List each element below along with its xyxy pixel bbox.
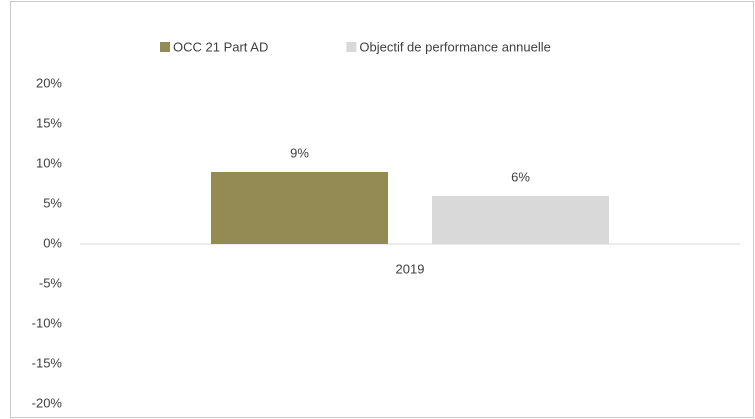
legend-swatch xyxy=(160,42,170,52)
x-tick-label: 2019 xyxy=(396,261,425,276)
data-label: 6% xyxy=(511,169,530,184)
y-tick-label: -10% xyxy=(32,315,63,330)
y-tick-label: -15% xyxy=(32,355,63,370)
legend-swatch xyxy=(346,42,357,52)
y-tick-label: 10% xyxy=(36,155,62,170)
data-label: 9% xyxy=(290,145,309,160)
legend-label: OCC 21 Part AD xyxy=(173,39,268,54)
y-tick-label: 5% xyxy=(43,195,62,210)
y-tick-label: -5% xyxy=(39,275,63,290)
y-tick-label: 20% xyxy=(36,75,62,90)
y-tick-label: 0% xyxy=(43,235,62,250)
legend-label: Objectif de performance annuelle xyxy=(359,39,551,54)
y-tick-label: 15% xyxy=(36,115,62,130)
bar xyxy=(211,172,388,244)
y-tick-label: -20% xyxy=(32,395,63,410)
bar xyxy=(432,196,609,244)
